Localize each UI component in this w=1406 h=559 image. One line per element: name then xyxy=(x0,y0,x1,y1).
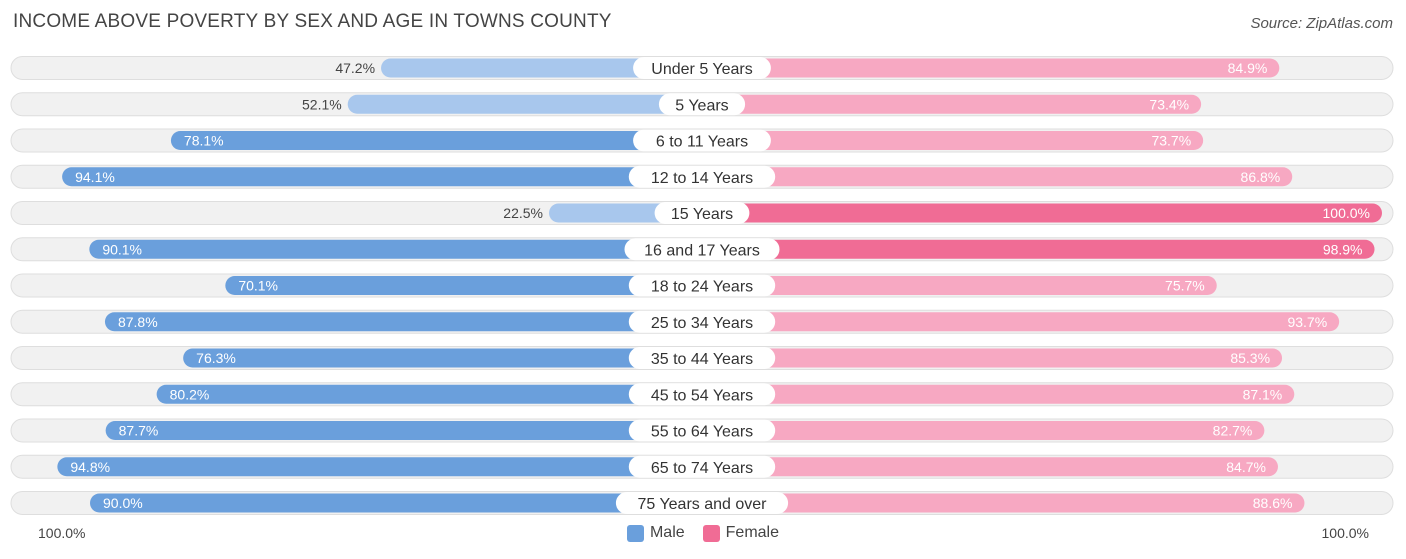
legend-swatch-male xyxy=(626,524,644,542)
female-value-label: 93.7% xyxy=(1287,314,1327,330)
male-value-label: 87.8% xyxy=(118,314,158,330)
male-bar xyxy=(89,239,702,259)
female-bar xyxy=(702,167,1293,187)
female-bar xyxy=(702,239,1375,259)
category-label: 5 Years xyxy=(675,97,728,114)
category-label: 45 to 54 Years xyxy=(651,387,753,404)
female-value-label: 82.7% xyxy=(1213,423,1253,439)
male-bar xyxy=(347,94,702,114)
female-value-label: 86.8% xyxy=(1241,169,1281,185)
legend-label-male: Male xyxy=(649,524,685,541)
male-value-label: 87.7% xyxy=(119,423,159,439)
female-bar xyxy=(702,457,1278,477)
female-value-label: 88.6% xyxy=(1253,495,1293,511)
male-value-label: 94.1% xyxy=(75,169,115,185)
category-pill xyxy=(624,238,780,261)
category-pill xyxy=(615,492,789,514)
male-bar xyxy=(105,421,702,440)
female-value-label: 84.9% xyxy=(1228,60,1268,76)
male-value-label: 78.1% xyxy=(184,133,224,149)
category-label: Under 5 Years xyxy=(651,61,752,78)
male-value-label: 70.1% xyxy=(238,278,278,294)
male-value-label: 47.2% xyxy=(335,60,375,76)
male-value-label: 76.3% xyxy=(196,350,236,366)
category-pill xyxy=(628,310,776,333)
category-pill xyxy=(658,93,746,116)
category-label: 55 to 64 Years xyxy=(651,424,753,441)
category-pill xyxy=(628,347,776,369)
category-pill xyxy=(628,419,776,442)
legend-swatch-female xyxy=(702,524,720,542)
male-bar xyxy=(183,348,702,368)
female-bar xyxy=(702,276,1217,295)
category-pill xyxy=(633,57,771,79)
category-pill xyxy=(628,455,776,478)
female-value-label: 75.7% xyxy=(1165,278,1205,294)
legend-item-female: Female xyxy=(702,524,780,542)
axis-left-label: 100.0% xyxy=(38,525,86,541)
chart-title: INCOME ABOVE POVERTY BY SEX AND AGE IN T… xyxy=(13,11,612,32)
male-bar xyxy=(156,384,702,404)
female-value-label: 85.3% xyxy=(1230,350,1270,366)
female-bar xyxy=(702,384,1295,404)
category-pill xyxy=(628,165,776,188)
category-label: 35 to 44 Years xyxy=(651,351,753,368)
category-label: 65 to 74 Years xyxy=(651,460,753,477)
male-value-label: 80.2% xyxy=(170,386,210,402)
female-bar xyxy=(702,421,1265,440)
male-bar xyxy=(225,276,702,295)
female-value-label: 98.9% xyxy=(1323,241,1363,257)
male-value-label: 22.5% xyxy=(503,205,543,221)
male-value-label: 90.1% xyxy=(102,241,142,257)
female-value-label: 84.7% xyxy=(1226,459,1266,475)
male-value-label: 94.8% xyxy=(70,459,110,475)
category-pill xyxy=(633,129,771,152)
female-bar xyxy=(702,312,1340,332)
female-value-label: 87.1% xyxy=(1243,386,1283,402)
male-bar xyxy=(170,131,703,150)
category-label: 12 to 14 Years xyxy=(651,170,753,187)
female-bar xyxy=(702,58,1280,78)
female-value-label: 100.0% xyxy=(1323,205,1370,221)
axis-right-label: 100.0% xyxy=(1321,525,1369,541)
legend-label-female: Female xyxy=(725,524,780,541)
male-value-label: 90.0% xyxy=(103,495,143,511)
category-pill xyxy=(654,202,750,224)
category-pill xyxy=(628,383,776,406)
male-bar xyxy=(90,493,702,513)
female-value-label: 73.7% xyxy=(1151,133,1191,149)
category-label: 25 to 34 Years xyxy=(651,315,753,332)
female-bar xyxy=(702,94,1202,114)
female-bar xyxy=(702,131,1204,150)
category-label: 18 to 24 Years xyxy=(651,279,753,296)
category-label: 6 to 11 Years xyxy=(656,134,748,151)
chart-area: 47.2% 84.9% Under 5 Years 52.1% 73.4% 5 Years… xyxy=(10,56,1394,515)
male-value-label: 52.1% xyxy=(302,96,342,112)
female-bar xyxy=(702,348,1283,368)
male-bar xyxy=(62,167,703,187)
female-bar xyxy=(702,203,1382,223)
category-label: 15 Years xyxy=(671,206,733,223)
category-label: 16 and 17 Years xyxy=(644,242,760,259)
legend-item-male: Male xyxy=(626,524,685,542)
category-pill xyxy=(628,274,776,297)
chart-source: Source: ZipAtlas.com xyxy=(1250,15,1393,32)
female-bar xyxy=(702,493,1305,513)
male-bar xyxy=(57,457,703,477)
male-bar xyxy=(104,312,702,332)
female-value-label: 73.4% xyxy=(1149,96,1189,112)
category-label: 75 Years and over xyxy=(638,496,768,513)
male-bar xyxy=(381,58,702,78)
legend: Male Female xyxy=(0,524,1406,542)
